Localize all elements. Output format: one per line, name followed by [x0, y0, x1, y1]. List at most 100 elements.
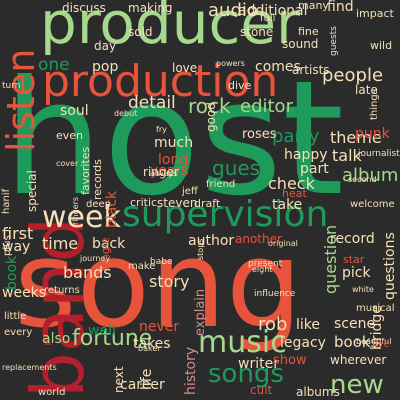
word-deep: deep	[86, 199, 111, 210]
word-years: years	[150, 163, 189, 179]
word-next: next	[112, 366, 126, 393]
word-audio: audio	[208, 0, 258, 21]
word-show: show	[273, 353, 307, 368]
word-new: new	[330, 370, 384, 400]
word-beautiful: beautiful	[356, 337, 392, 346]
word-plus: plus	[2, 235, 13, 256]
word-things: things	[369, 89, 380, 120]
word-cult: cult	[250, 383, 273, 397]
word-jeff: jeff	[182, 186, 198, 197]
word-ringers: ringers	[71, 196, 80, 225]
word-host: host	[3, 47, 345, 231]
word-favorites: favorites	[79, 146, 92, 195]
word-cover: cover	[56, 159, 79, 168]
word-dive: dive	[228, 79, 252, 92]
word-discuss: discuss	[62, 1, 106, 15]
word-production: production	[42, 56, 279, 107]
word-debut: debut	[114, 109, 138, 118]
word-happy: happy	[284, 147, 328, 163]
word-roses: roses	[242, 127, 277, 142]
word-first: first	[2, 224, 34, 243]
word-people: people	[322, 65, 384, 86]
word-like: like	[296, 317, 321, 333]
word-additional: additional	[238, 3, 308, 19]
word-wherever: wherever	[330, 353, 387, 367]
word-writer: writer	[238, 356, 279, 372]
word-author: author	[188, 233, 235, 249]
word-supervision: supervision	[122, 194, 329, 235]
word-baker: baker	[138, 344, 161, 353]
word-special: special	[25, 170, 39, 212]
word-eight: eight	[252, 265, 273, 274]
word-week: week	[42, 200, 121, 235]
word-journey: journey	[80, 254, 111, 263]
word-full: full	[260, 13, 276, 24]
word-white: white	[352, 285, 374, 294]
word-story: story	[149, 272, 190, 291]
word-theme: theme	[330, 128, 382, 147]
word-journalist: journalist	[358, 149, 400, 159]
word-always: always	[150, 169, 178, 178]
word-punk: punk	[355, 126, 390, 142]
word-comes: comes	[255, 59, 301, 75]
word-book: book	[4, 255, 20, 290]
word-history: history	[183, 346, 199, 395]
word-also: also	[42, 331, 71, 347]
word-take: take	[272, 197, 303, 213]
word-babe: babe	[150, 257, 173, 267]
word-life: life	[139, 368, 155, 390]
word-second: second	[348, 175, 377, 184]
word-love: love	[172, 61, 198, 75]
word-returns: returns	[44, 285, 80, 296]
word-questions: questions	[382, 232, 398, 300]
word-late: late	[355, 83, 378, 97]
word-much: much	[154, 135, 194, 151]
word-party: party	[272, 126, 320, 147]
word-back: back	[92, 236, 126, 252]
word-well: well	[88, 323, 116, 339]
word-day: day	[94, 39, 117, 53]
word-record: record	[330, 231, 375, 247]
word-draft: draft	[194, 197, 221, 210]
word-check: check	[268, 174, 315, 193]
word-turn: turn	[2, 81, 21, 91]
word-pick: pick	[342, 265, 371, 281]
word-fry: fry	[156, 125, 167, 134]
word-soul: soul	[60, 103, 89, 119]
word-long: long	[158, 152, 189, 168]
word-guests: guests	[329, 26, 339, 56]
word-bands: bands	[63, 263, 112, 282]
word-find: find	[327, 0, 354, 15]
word-music: music	[198, 325, 287, 360]
word-pop: pop	[92, 59, 119, 75]
word-another: another	[235, 232, 282, 246]
word-present: present	[248, 259, 283, 269]
word-listen: listen	[0, 48, 43, 152]
word-making: making	[128, 1, 173, 15]
word-takes: takes	[133, 336, 171, 352]
word-even: even	[56, 129, 84, 142]
word-guest: guest	[212, 156, 268, 180]
word-records: records	[91, 159, 104, 200]
word-legacy: legacy	[280, 335, 326, 351]
word-influence: influence	[254, 289, 296, 299]
word-impact: impact	[356, 7, 394, 20]
word-heat: heat	[282, 187, 307, 200]
word-world: world	[38, 387, 66, 398]
word-powers: powers	[216, 59, 245, 68]
word-wild: wild	[370, 39, 393, 52]
word-way: way	[2, 239, 31, 255]
word-rob: rob	[258, 314, 288, 335]
word-one: one	[38, 55, 70, 75]
word-star: star	[343, 253, 365, 266]
word-talk: talk	[332, 146, 362, 165]
word-steven: steven	[157, 196, 198, 210]
word-weeks: weeks	[2, 285, 47, 301]
word-good: good	[204, 102, 218, 132]
word-explain: explain	[193, 288, 208, 336]
word-little: little	[4, 311, 27, 322]
word-albums: albums	[296, 385, 340, 399]
word-stops: stops	[196, 238, 205, 260]
word-make: make	[128, 261, 156, 272]
word-critic: critic	[130, 196, 158, 209]
